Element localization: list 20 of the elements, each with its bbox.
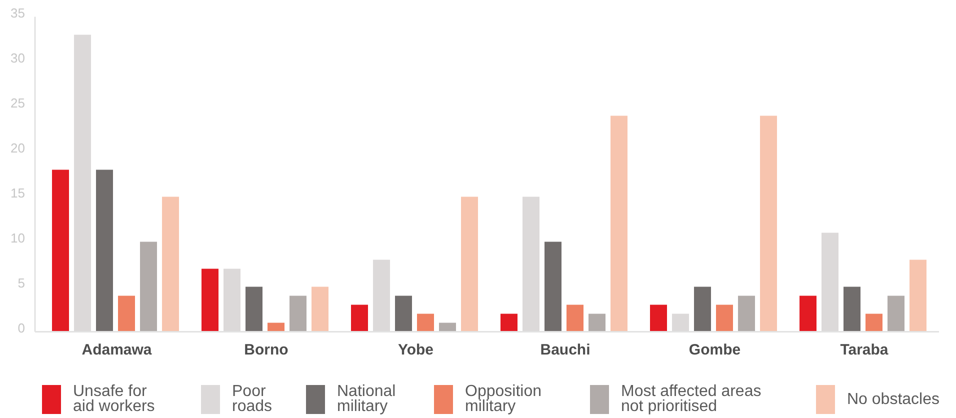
x-tick-label: Adamawa: [82, 341, 152, 358]
legend-label: Unsafe for aid workers: [73, 383, 156, 415]
y-tick-label: 35: [10, 5, 25, 20]
legend-label: Most affected areas not prioritised: [621, 383, 762, 415]
y-tick-label: 30: [10, 50, 25, 66]
x-tick-label: Borno: [244, 341, 288, 358]
x-tick-label: Gombe: [688, 341, 741, 358]
x-tick-label: Bauchi: [540, 341, 590, 358]
y-tick-label: 15: [10, 185, 25, 200]
y-tick-label: 5: [18, 275, 25, 290]
y-tick-label: 25: [10, 95, 25, 110]
legend-label: No obstacles: [847, 390, 940, 408]
y-tick-label: 20: [10, 140, 25, 156]
legend-label: Opposition military: [465, 383, 542, 415]
legend-label: Poor roads: [232, 383, 274, 415]
y-tick-label: 10: [10, 230, 25, 246]
legend-label: National military: [337, 383, 397, 415]
x-tick-label: Taraba: [840, 341, 889, 358]
y-tick-label: 0: [18, 320, 25, 336]
x-tick-label: Yobe: [398, 341, 434, 358]
